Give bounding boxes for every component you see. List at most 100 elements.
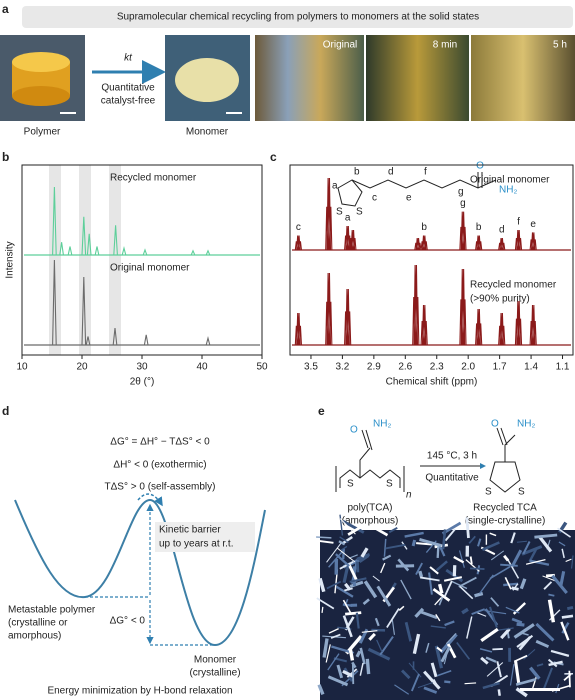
crystal bbox=[331, 645, 353, 654]
peak bbox=[475, 308, 483, 346]
crystal bbox=[468, 535, 476, 544]
label: (crystalline or bbox=[8, 618, 68, 629]
label: amorphous) bbox=[8, 631, 61, 642]
peak bbox=[59, 242, 64, 256]
condition: Quantitative bbox=[425, 473, 479, 484]
crystal bbox=[496, 661, 502, 678]
atom: S bbox=[518, 487, 525, 498]
crystal bbox=[568, 670, 571, 688]
crystal bbox=[411, 539, 417, 547]
x-tick-label: 3.2 bbox=[335, 362, 349, 373]
crystal bbox=[326, 542, 342, 563]
crystal bbox=[439, 633, 458, 654]
peak bbox=[94, 246, 100, 256]
crystal bbox=[430, 625, 446, 629]
crystal bbox=[360, 547, 369, 558]
peak bbox=[514, 229, 523, 251]
caption: (single-crystalline) bbox=[465, 516, 546, 527]
crystal bbox=[412, 633, 421, 655]
crystal bbox=[511, 617, 523, 624]
crystal bbox=[481, 541, 500, 551]
peak bbox=[459, 268, 467, 346]
highlight-band bbox=[49, 165, 61, 355]
crystal bbox=[318, 577, 326, 593]
crystal bbox=[419, 610, 438, 620]
crystal bbox=[528, 549, 537, 563]
atom: NH₂ bbox=[373, 419, 391, 430]
crystal bbox=[398, 605, 405, 611]
peak bbox=[205, 336, 211, 346]
crystal bbox=[505, 606, 520, 614]
x-tick-label: 50 bbox=[256, 362, 268, 373]
banner-box bbox=[22, 6, 573, 28]
crystal bbox=[339, 536, 349, 544]
crystal bbox=[349, 580, 364, 588]
crystal bbox=[368, 632, 376, 641]
crystal bbox=[336, 664, 344, 679]
label: up to years at r.t. bbox=[159, 539, 233, 550]
label: Kinetic barrier bbox=[159, 525, 221, 536]
crystal bbox=[410, 673, 420, 692]
condition: 145 °C, 3 h bbox=[427, 451, 477, 462]
crystal bbox=[443, 576, 463, 582]
label: Metastable polymer bbox=[8, 605, 96, 616]
crystal bbox=[351, 661, 357, 669]
caption: Polymer bbox=[24, 127, 61, 138]
atom: S bbox=[485, 487, 492, 498]
peak-label: g bbox=[460, 198, 466, 209]
crystal bbox=[480, 627, 499, 643]
crystal bbox=[474, 591, 484, 598]
crystal bbox=[388, 526, 398, 534]
crystal bbox=[503, 582, 519, 587]
crystal bbox=[328, 549, 345, 568]
peak bbox=[529, 232, 537, 251]
crystal bbox=[497, 689, 501, 696]
crystal bbox=[519, 578, 527, 590]
crystal bbox=[515, 687, 528, 698]
atom: S bbox=[386, 479, 393, 490]
atom: d bbox=[388, 167, 394, 178]
atom: S bbox=[347, 479, 354, 490]
crystal bbox=[485, 656, 497, 663]
atom: c bbox=[372, 193, 377, 204]
crystal bbox=[503, 554, 510, 562]
peak-label: b bbox=[421, 222, 427, 233]
crystal bbox=[516, 634, 534, 648]
highlight-band bbox=[79, 165, 91, 355]
crystal bbox=[415, 562, 423, 576]
peak bbox=[294, 312, 302, 346]
crystal bbox=[551, 574, 568, 594]
crystal bbox=[432, 588, 451, 602]
crystal bbox=[444, 680, 451, 684]
crystal bbox=[428, 572, 433, 595]
crystal bbox=[444, 620, 455, 627]
label: ΔG° < 0 bbox=[110, 616, 146, 627]
peak bbox=[420, 235, 428, 251]
crystal bbox=[322, 638, 329, 658]
crystal bbox=[535, 639, 550, 649]
crystal bbox=[425, 642, 430, 653]
crystal bbox=[328, 628, 339, 634]
crystal bbox=[370, 524, 389, 537]
crystal bbox=[418, 570, 424, 578]
peak-label: a bbox=[345, 213, 351, 224]
crystal bbox=[386, 608, 400, 628]
footer: Energy minimization by H-bond relaxation bbox=[47, 686, 232, 697]
crystal bbox=[514, 654, 528, 662]
atom: b bbox=[354, 167, 360, 178]
crystal bbox=[516, 540, 527, 543]
crystal bbox=[513, 660, 521, 685]
highlight-band bbox=[109, 165, 121, 355]
crystal bbox=[561, 548, 565, 559]
peak bbox=[325, 177, 333, 251]
atom: e bbox=[406, 193, 412, 204]
crystal bbox=[376, 585, 392, 607]
series-label: Original monomer bbox=[110, 263, 190, 274]
crystal bbox=[385, 543, 406, 550]
caption: Monomer bbox=[186, 127, 229, 138]
crystal bbox=[317, 684, 325, 696]
crystal bbox=[469, 556, 473, 565]
x-tick-label: 30 bbox=[136, 362, 148, 373]
crystal bbox=[374, 617, 380, 627]
peak bbox=[81, 216, 87, 256]
